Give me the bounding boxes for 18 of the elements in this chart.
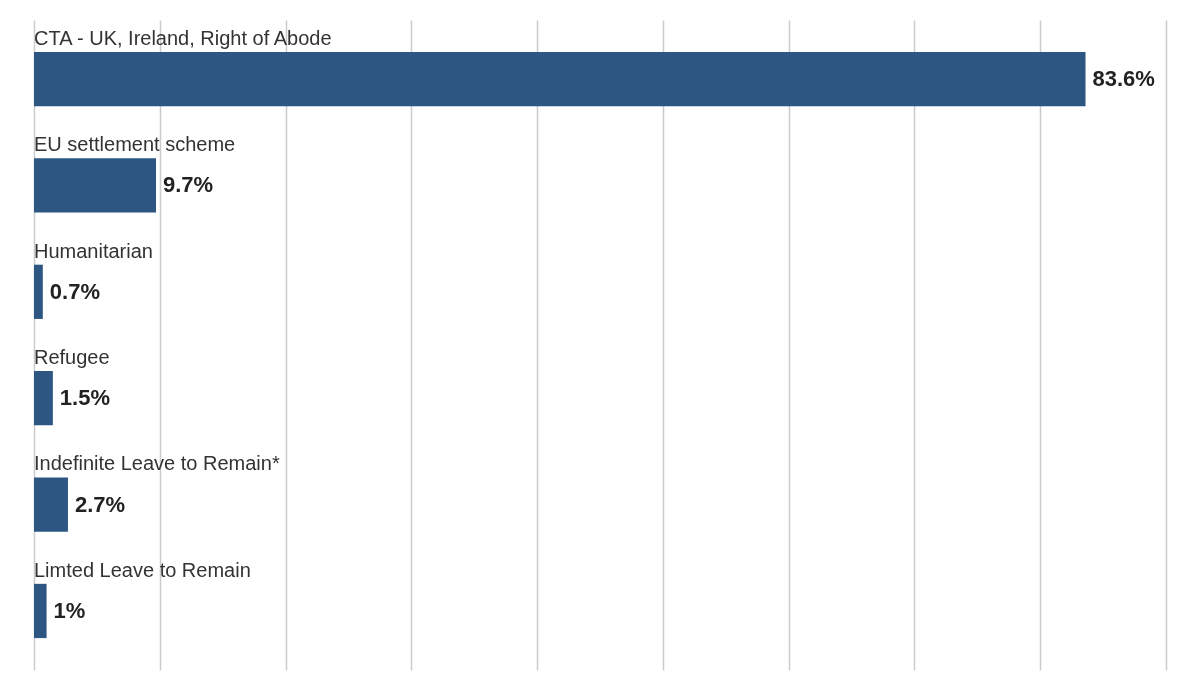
bar — [34, 264, 43, 319]
bar — [34, 371, 53, 426]
bar — [34, 51, 1086, 107]
bar — [34, 477, 68, 532]
data-label: 0.7% — [49, 278, 100, 304]
y-tick-label: EU settlement scheme — [34, 133, 236, 156]
bar — [34, 583, 47, 639]
y-tick-label: Refugee — [34, 346, 110, 369]
y-tick-label: Humanitarian — [34, 239, 153, 262]
data-label: 83.6% — [1092, 66, 1155, 92]
y-tick-label: Limted Leave to Remain — [34, 558, 251, 581]
y-tick-label: CTA - UK, Ireland, Right of Abode — [34, 26, 332, 49]
data-label: 9.7% — [163, 172, 214, 198]
data-label: 1.5% — [59, 385, 111, 411]
bar — [34, 158, 156, 213]
y-tick-label: Indefinite Leave to Remain* — [34, 452, 280, 475]
data-label: 1% — [53, 597, 86, 623]
data-label: 2.7% — [74, 491, 126, 517]
